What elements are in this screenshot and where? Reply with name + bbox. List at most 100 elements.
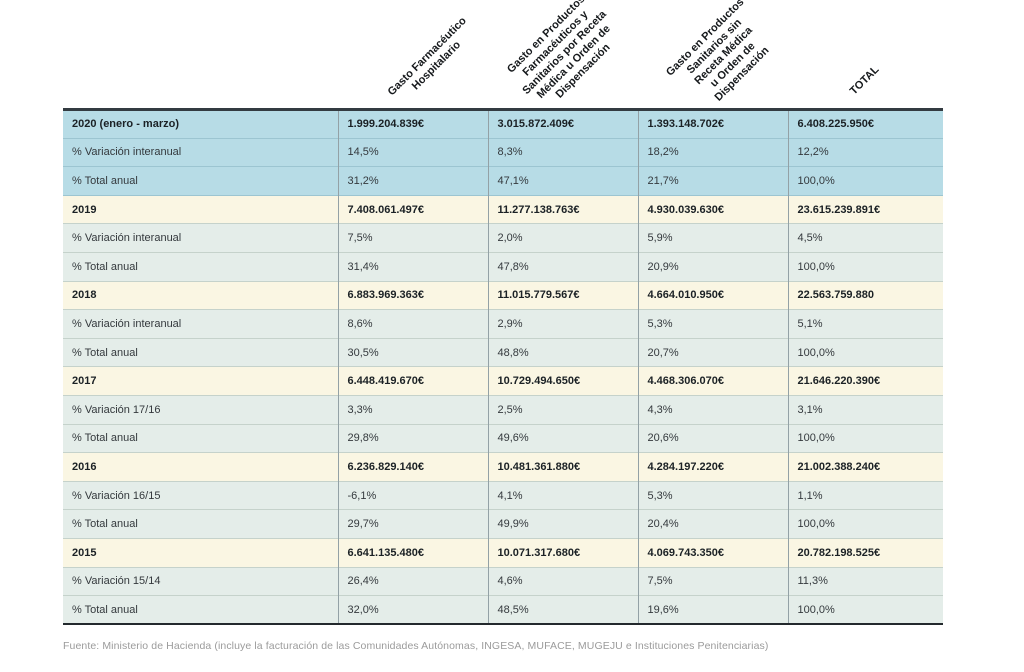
percent-cell: 31,4% xyxy=(337,252,488,282)
year-label: 2018 xyxy=(63,281,338,310)
amount-cell: 6.236.829.140€ xyxy=(337,452,488,482)
percent-cell: 47,8% xyxy=(487,252,638,282)
amount-cell: 21.646.220.390€ xyxy=(787,366,943,396)
percent-cell: 4,3% xyxy=(637,395,788,425)
year-row-2016: 2016 6.236.829.140€ 10.481.361.880€ 4.284.1… xyxy=(63,452,943,482)
metric-row: % Total anual 30,5% 48,8% 20,7% 100,0% xyxy=(63,338,943,367)
percent-cell: -6,1% xyxy=(337,481,488,510)
percent-cell: 2,5% xyxy=(487,395,638,425)
percent-cell: 5,3% xyxy=(637,481,788,510)
amount-cell: 11.015.779.567€ xyxy=(487,281,638,310)
metric-label: % Variación 16/15 xyxy=(63,481,338,510)
year-row-2017: 2017 6.448.419.670€ 10.729.494.650€ 4.468.3… xyxy=(63,366,943,396)
percent-cell: 2,9% xyxy=(487,309,638,339)
percent-cell: 4,5% xyxy=(787,223,943,253)
percent-cell: 100,0% xyxy=(787,338,943,367)
percent-cell: 21,7% xyxy=(637,166,788,196)
percent-cell: 49,9% xyxy=(487,509,638,539)
percent-cell: 5,1% xyxy=(787,309,943,339)
metric-label: % Variación interanual xyxy=(63,309,338,339)
metric-row: % Total anual 32,0% 48,5% 19,6% 100,0% xyxy=(63,595,943,625)
metric-label: % Total anual xyxy=(63,338,338,367)
amount-cell: 3.015.872.409€ xyxy=(487,109,638,139)
metric-label: % Total anual xyxy=(63,509,338,539)
amount-cell: 4.930.039.630€ xyxy=(637,195,788,224)
amount-cell: 4.284.197.220€ xyxy=(637,452,788,482)
amount-cell: 21.002.388.240€ xyxy=(787,452,943,482)
year-label: 2019 xyxy=(63,195,338,224)
amount-cell: 22.563.759.880 xyxy=(787,281,943,310)
column-header-gasto-productos-receta: Gasto en Productos Farmacéuticos y Sanit… xyxy=(505,0,613,101)
percent-cell: 12,2% xyxy=(787,138,943,167)
percent-cell: 5,9% xyxy=(637,223,788,253)
metric-row: % Variación interanual 7,5% 2,0% 5,9% 4,5% xyxy=(63,223,943,253)
percent-cell: 3,3% xyxy=(337,395,488,425)
percent-cell: 20,4% xyxy=(637,509,788,539)
year-label: 2015 xyxy=(63,538,338,567)
percent-cell: 32,0% xyxy=(337,595,488,625)
year-row-2020: 2020 (enero - marzo) 1.999.204.839€ 3.015.… xyxy=(63,109,943,139)
column-header-total: TOTAL xyxy=(847,63,882,98)
metric-row: % Variación interanual 8,6% 2,9% 5,3% 5,1% xyxy=(63,309,943,339)
percent-cell: 26,4% xyxy=(337,567,488,596)
amount-cell: 4.468.306.070€ xyxy=(637,366,788,396)
percent-cell: 5,3% xyxy=(637,309,788,339)
metric-label: % Variación 15/14 xyxy=(63,567,338,596)
amount-cell: 4.664.010.950€ xyxy=(637,281,788,310)
metric-row: % Variación 17/16 3,3% 2,5% 4,3% 3,1% xyxy=(63,395,943,425)
metric-label: % Total anual xyxy=(63,166,338,196)
amount-cell: 23.615.239.891€ xyxy=(787,195,943,224)
percent-cell: 100,0% xyxy=(787,424,943,453)
spending-table-body: 2020 (enero - marzo) 1.999.204.839€ 3.015.… xyxy=(63,109,943,625)
amount-cell: 1.999.204.839€ xyxy=(337,109,488,139)
percent-cell: 100,0% xyxy=(787,509,943,539)
amount-cell: 1.393.148.702€ xyxy=(637,109,788,139)
amount-cell: 6.408.225.950€ xyxy=(787,109,943,139)
percent-cell: 8,3% xyxy=(487,138,638,167)
percent-cell: 100,0% xyxy=(787,166,943,196)
metric-row: % Total anual 29,7% 49,9% 20,4% 100,0% xyxy=(63,509,943,539)
percent-cell: 14,5% xyxy=(337,138,488,167)
year-row-2018: 2018 6.883.969.363€ 11.015.779.567€ 4.664.0… xyxy=(63,281,943,310)
amount-cell: 10.481.361.880€ xyxy=(487,452,638,482)
metric-row: % Variación interanual 14,5% 8,3% 18,2% 12,2… xyxy=(63,138,943,167)
year-row-2019: 2019 7.408.061.497€ 11.277.138.763€ 4.930.0… xyxy=(63,195,943,224)
percent-cell: 4,6% xyxy=(487,567,638,596)
metric-row: % Total anual 31,4% 47,8% 20,9% 100,0% xyxy=(63,252,943,282)
metric-row: % Total anual 29,8% 49,6% 20,6% 100,0% xyxy=(63,424,943,453)
amount-cell: 7.408.061.497€ xyxy=(337,195,488,224)
metric-row: % Variación 15/14 26,4% 4,6% 7,5% 11,3% xyxy=(63,567,943,596)
metric-row: % Variación 16/15 -6,1% 4,1% 5,3% 1,1% xyxy=(63,481,943,510)
column-header-gasto-productos-sin-receta: Gasto en Productos Sanitarios sin Receta… xyxy=(664,0,772,104)
amount-cell: 6.448.419.670€ xyxy=(337,366,488,396)
source-note: Fuente: Ministerio de Hacienda (incluye … xyxy=(63,640,769,652)
percent-cell: 3,1% xyxy=(787,395,943,425)
percent-cell: 4,1% xyxy=(487,481,638,510)
percent-cell: 47,1% xyxy=(487,166,638,196)
percent-cell: 31,2% xyxy=(337,166,488,196)
percent-cell: 20,6% xyxy=(637,424,788,453)
column-header-gasto-farmaceutico-hospitalario: Gasto Farmacéutico Hospitalario xyxy=(385,14,469,99)
percent-cell: 49,6% xyxy=(487,424,638,453)
percent-cell: 11,3% xyxy=(787,567,943,596)
percent-cell: 19,6% xyxy=(637,595,788,625)
percent-cell: 20,9% xyxy=(637,252,788,282)
amount-cell: 6.641.135.480€ xyxy=(337,538,488,567)
metric-label: % Variación interanual xyxy=(63,223,338,253)
amount-cell: 20.782.198.525€ xyxy=(787,538,943,567)
metric-label: % Variación interanual xyxy=(63,138,338,167)
metric-label: % Total anual xyxy=(63,595,338,625)
percent-cell: 8,6% xyxy=(337,309,488,339)
metric-row: % Total anual 31,2% 47,1% 21,7% 100,0% xyxy=(63,166,943,196)
metric-label: % Variación 17/16 xyxy=(63,395,338,425)
spending-table: 2020 (enero - marzo) 1.999.204.839€ 3.015.… xyxy=(63,108,943,626)
amount-cell: 11.277.138.763€ xyxy=(487,195,638,224)
year-row-2015: 2015 6.641.135.480€ 10.071.317.680€ 4.069.7… xyxy=(63,538,943,567)
percent-cell: 7,5% xyxy=(337,223,488,253)
percent-cell: 48,8% xyxy=(487,338,638,367)
amount-cell: 10.729.494.650€ xyxy=(487,366,638,396)
year-label: 2020 (enero - marzo) xyxy=(63,109,338,139)
amount-cell: 6.883.969.363€ xyxy=(337,281,488,310)
amount-cell: 4.069.743.350€ xyxy=(637,538,788,567)
